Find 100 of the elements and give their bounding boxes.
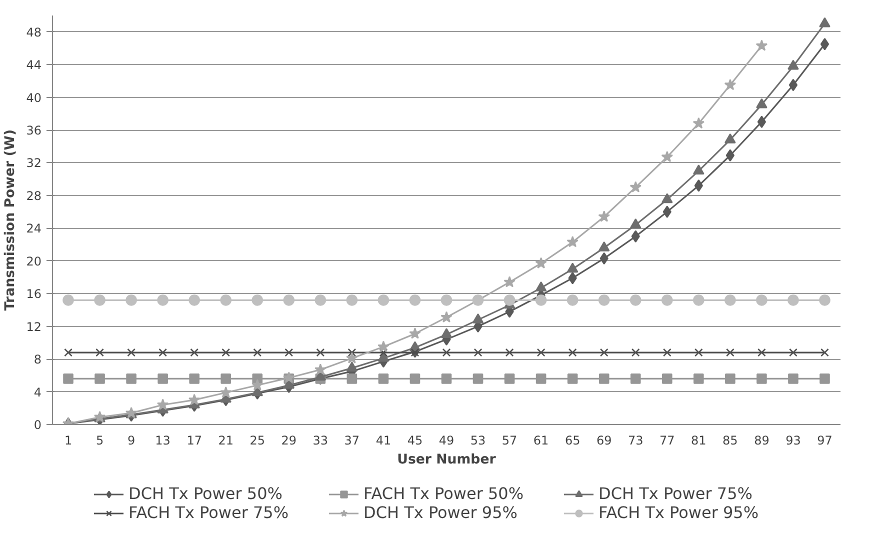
x-tick-label: 5 (96, 434, 104, 448)
point (474, 348, 482, 357)
point (440, 328, 452, 338)
point (126, 294, 137, 306)
point (127, 348, 136, 357)
point (535, 294, 547, 306)
point (156, 398, 169, 410)
point (724, 78, 736, 90)
point (756, 98, 768, 108)
point (535, 257, 547, 268)
y-tick-label: 8 (34, 352, 42, 367)
point (220, 294, 232, 306)
point (253, 348, 262, 357)
point (724, 294, 736, 306)
x-tick-label: 57 (502, 434, 518, 448)
point (598, 294, 610, 306)
point (348, 348, 356, 357)
point (819, 17, 830, 28)
point (346, 294, 358, 306)
x-tick-label: 33 (312, 434, 328, 448)
point (189, 374, 200, 384)
point (630, 218, 642, 228)
point (409, 294, 421, 306)
point (220, 374, 232, 384)
point (63, 374, 74, 384)
point (756, 294, 768, 306)
point (724, 133, 736, 144)
point (819, 294, 830, 306)
point (188, 394, 200, 406)
x-tick-label: 81 (691, 434, 706, 448)
point (598, 374, 610, 384)
point (820, 374, 830, 384)
point (316, 348, 325, 357)
x-tick-label: 85 (722, 434, 738, 448)
point (158, 374, 168, 384)
point (504, 294, 516, 306)
point (788, 60, 799, 70)
point (630, 294, 642, 306)
point (568, 348, 577, 357)
point (126, 374, 136, 384)
x-tick-label: 65 (564, 434, 580, 448)
x-axis-title: User Number (397, 452, 496, 468)
point (410, 348, 420, 357)
legend-label: FACH Tx Power 50% (364, 484, 525, 503)
point (440, 311, 452, 322)
point (566, 294, 578, 306)
point (788, 294, 799, 306)
x-tick-label: 1 (64, 434, 72, 448)
point (600, 348, 608, 357)
point (693, 294, 704, 306)
x-tick-label: 29 (281, 434, 297, 448)
y-tick-label: 48 (26, 25, 42, 40)
point (662, 348, 672, 357)
point (504, 276, 516, 288)
point (566, 236, 578, 248)
point (346, 352, 358, 364)
x-tick-label: 77 (660, 434, 675, 448)
point (567, 374, 578, 384)
point (283, 294, 295, 306)
point (566, 262, 578, 273)
y-tick-label: 44 (26, 58, 42, 72)
point (758, 348, 766, 357)
point (220, 386, 232, 398)
point (346, 362, 358, 372)
point (756, 374, 767, 384)
x-tick-label: 13 (155, 434, 170, 448)
point (284, 348, 294, 357)
point (314, 364, 326, 375)
point (504, 374, 515, 384)
point (756, 40, 768, 51)
point (157, 294, 168, 306)
point (440, 294, 452, 306)
x-tick-label: 49 (438, 434, 454, 448)
point (820, 348, 829, 357)
y-tick-label: 12 (26, 320, 42, 334)
y-tick-label: 4 (34, 385, 42, 400)
x-tick-label: 41 (376, 434, 392, 448)
point (252, 294, 264, 306)
legend-label: DCH Tx Power 50% (128, 484, 284, 503)
point (378, 374, 389, 384)
point (598, 210, 610, 222)
point (725, 374, 736, 384)
point (598, 241, 610, 252)
point (94, 374, 105, 384)
x-tick-label: 89 (754, 434, 770, 448)
x-tick-label: 93 (786, 434, 801, 448)
x-tick-label: 69 (596, 434, 612, 448)
point (94, 294, 106, 306)
legend-label: DCH Tx Power 95% (364, 503, 518, 522)
y-axis-title: Transmission Power (W) (3, 129, 18, 311)
point (222, 348, 230, 357)
point (190, 348, 199, 357)
point (188, 294, 200, 306)
point (536, 348, 546, 357)
point (379, 348, 388, 357)
point (252, 379, 264, 390)
point (662, 206, 672, 218)
y-tick-label: 20 (26, 254, 42, 268)
point (757, 116, 766, 128)
point (661, 150, 674, 162)
